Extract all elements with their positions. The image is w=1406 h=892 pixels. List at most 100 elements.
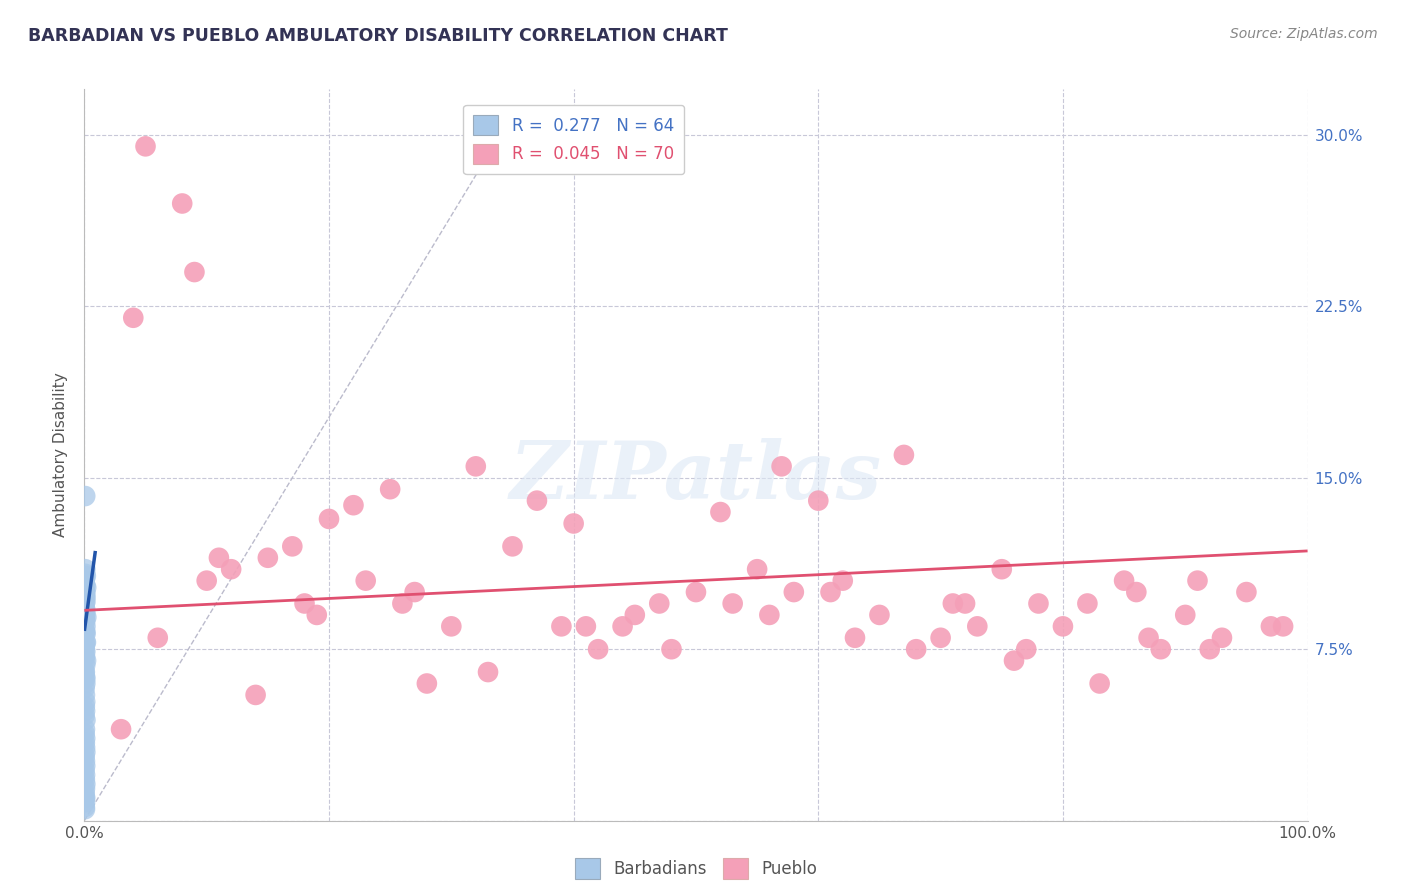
- Point: [1114, 574, 1136, 588]
- Point: [661, 642, 683, 657]
- Point: [73, 749, 96, 764]
- Point: [709, 505, 731, 519]
- Point: [1125, 585, 1147, 599]
- Point: [73, 642, 96, 657]
- Point: [624, 607, 647, 622]
- Point: [75, 489, 97, 503]
- Point: [135, 139, 157, 153]
- Point: [75, 562, 97, 576]
- Point: [648, 597, 671, 611]
- Point: [342, 498, 364, 512]
- Point: [1002, 654, 1025, 668]
- Point: [75, 745, 97, 759]
- Point: [73, 626, 96, 640]
- Point: [75, 695, 97, 709]
- Point: [685, 585, 707, 599]
- Point: [73, 585, 96, 599]
- Point: [245, 688, 267, 702]
- Point: [73, 781, 96, 796]
- Point: [110, 723, 132, 737]
- Point: [844, 631, 866, 645]
- Point: [294, 597, 316, 611]
- Point: [831, 574, 853, 588]
- Point: [73, 772, 96, 787]
- Point: [73, 590, 96, 604]
- Point: [73, 601, 96, 615]
- Point: [75, 635, 97, 649]
- Point: [75, 644, 97, 658]
- Point: [783, 585, 806, 599]
- Point: [183, 265, 205, 279]
- Point: [318, 512, 340, 526]
- Point: [586, 642, 609, 657]
- Point: [391, 597, 413, 611]
- Point: [942, 597, 965, 611]
- Text: ZIPatlas: ZIPatlas: [510, 438, 882, 516]
- Point: [758, 607, 780, 622]
- Point: [75, 578, 97, 592]
- Point: [747, 562, 769, 576]
- Point: [1137, 631, 1160, 645]
- Point: [75, 610, 97, 624]
- Point: [73, 786, 96, 800]
- Point: [869, 607, 891, 622]
- Point: [75, 758, 97, 772]
- Point: [172, 196, 194, 211]
- Point: [612, 619, 634, 633]
- Point: [73, 708, 96, 723]
- Point: [75, 790, 97, 805]
- Point: [75, 581, 97, 595]
- Point: [73, 723, 96, 737]
- Point: [1198, 642, 1220, 657]
- Point: [73, 736, 96, 750]
- Point: [354, 574, 377, 588]
- Point: [1272, 619, 1295, 633]
- Point: [807, 493, 830, 508]
- Point: [73, 727, 96, 741]
- Point: [75, 626, 97, 640]
- Point: [1088, 676, 1111, 690]
- Point: [73, 597, 96, 611]
- Point: [820, 585, 842, 599]
- Point: [75, 594, 97, 608]
- Point: [1236, 585, 1258, 599]
- Point: [562, 516, 585, 531]
- Point: [75, 676, 97, 690]
- Point: [73, 681, 96, 695]
- Point: [73, 638, 96, 652]
- Point: [770, 459, 793, 474]
- Point: [380, 482, 402, 496]
- Point: [75, 704, 97, 718]
- Point: [1015, 642, 1038, 657]
- Point: [281, 539, 304, 553]
- Y-axis label: Ambulatory Disability: Ambulatory Disability: [53, 373, 69, 537]
- Point: [75, 731, 97, 746]
- Point: [416, 676, 439, 690]
- Point: [1052, 619, 1074, 633]
- Point: [526, 493, 548, 508]
- Point: [75, 569, 97, 583]
- Point: [75, 658, 97, 673]
- Point: [1174, 607, 1197, 622]
- Point: [73, 802, 96, 816]
- Point: [929, 631, 952, 645]
- Point: [146, 631, 169, 645]
- Point: [75, 672, 97, 686]
- Point: [550, 619, 572, 633]
- Point: [721, 597, 744, 611]
- Point: [73, 613, 96, 627]
- Point: [966, 619, 988, 633]
- Point: [75, 603, 97, 617]
- Text: Source: ZipAtlas.com: Source: ZipAtlas.com: [1230, 27, 1378, 41]
- Point: [75, 713, 97, 727]
- Point: [502, 539, 524, 553]
- Point: [75, 607, 97, 622]
- Point: [219, 562, 242, 576]
- Point: [75, 777, 97, 791]
- Point: [1150, 642, 1173, 657]
- Point: [75, 590, 97, 604]
- Point: [75, 635, 97, 649]
- Point: [73, 665, 96, 679]
- Point: [73, 699, 96, 714]
- Point: [73, 754, 96, 768]
